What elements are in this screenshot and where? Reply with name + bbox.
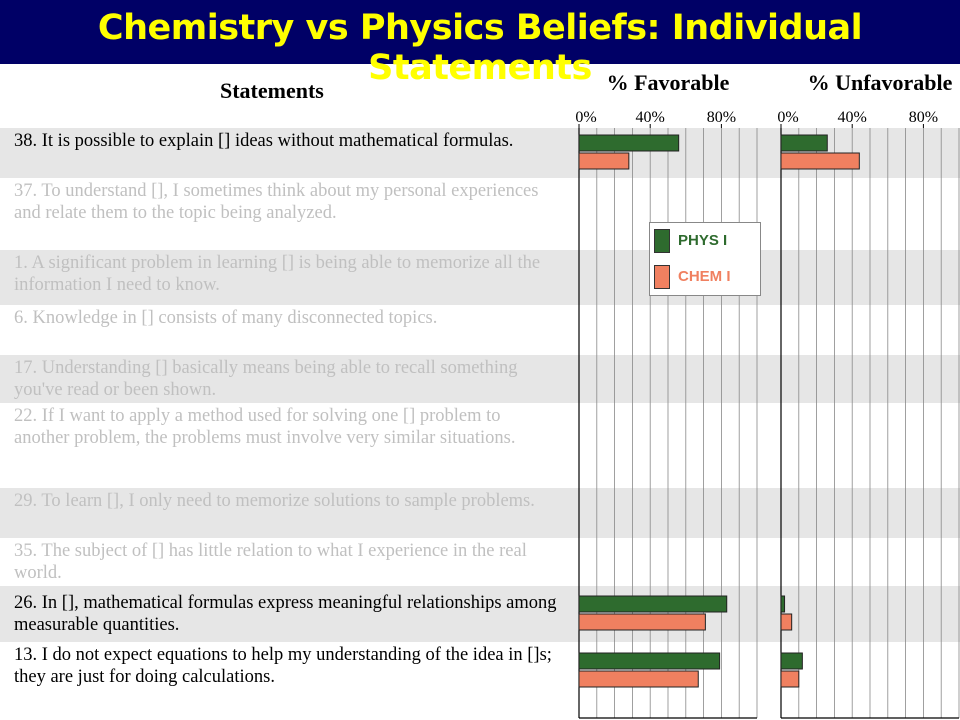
statement: 35. The subject of [] has little relatio… [14,541,527,583]
statement: 22. If I want to apply a method used for… [14,406,516,448]
statement-row: 35. The subject of [] has little relatio… [0,538,960,590]
legend-entry: CHEM I [654,265,731,290]
statement-row: 1. A significant problem in learning [] … [0,250,960,305]
statement: 17. Understanding [] basically means bei… [14,358,518,400]
bar [578,152,630,170]
x-tick-label: 0% [575,109,596,126]
bar [780,613,793,631]
statement: 13. I do not expect equations to help my… [14,645,552,687]
x-tick-label: 80% [707,109,736,126]
statement-row: 6. Knowledge in [] consists of many disc… [0,305,960,355]
statement: 29. To learn [], I only need to memorize… [14,491,535,511]
x-tick-label: 40% [838,109,867,126]
statement: 26. In [], mathematical formulas express… [14,593,557,635]
bar [780,134,828,152]
legend: PHYS I CHEM I [649,222,761,296]
title-banner [0,0,960,64]
legend-swatch [654,229,670,254]
bar [780,652,803,670]
bar [578,613,706,631]
statement-row: 17. Understanding [] basically means bei… [0,355,960,403]
slide-title: Chemistry vs Physics Beliefs: Individual… [97,8,863,88]
statements-header: Statements [220,78,324,103]
bar [578,652,721,670]
bar [578,595,728,613]
panel-title: % Unfavorable [808,70,953,95]
statement-row: 13. I do not expect equations to help my… [0,642,960,700]
legend-entry: PHYS I [654,229,728,254]
statement: 38. It is possible to explain [] ideas w… [14,131,514,151]
legend-label: PHYS I [678,232,728,249]
x-tick-label: 0% [777,109,798,126]
statement: 6. Knowledge in [] consists of many disc… [14,308,438,328]
bar [780,670,800,688]
x-tick-label: 40% [636,109,665,126]
panel-title: % Favorable [607,70,730,95]
statement-row: 29. To learn [], I only need to memorize… [0,488,960,538]
statement-row: 37. To understand [], I sometimes think … [0,178,960,250]
statement: 1. A significant problem in learning [] … [14,253,541,295]
statement: 37. To understand [], I sometimes think … [14,181,539,223]
bar [780,595,786,613]
legend-swatch [654,265,670,290]
statement-row: 22. If I want to apply a method used for… [0,403,960,488]
bar [578,134,680,152]
bar [780,152,860,170]
statement-row: 26. In [], mathematical formulas express… [0,586,960,642]
bar [578,670,699,688]
x-tick-label: 80% [909,109,938,126]
legend-label: CHEM I [678,268,731,285]
